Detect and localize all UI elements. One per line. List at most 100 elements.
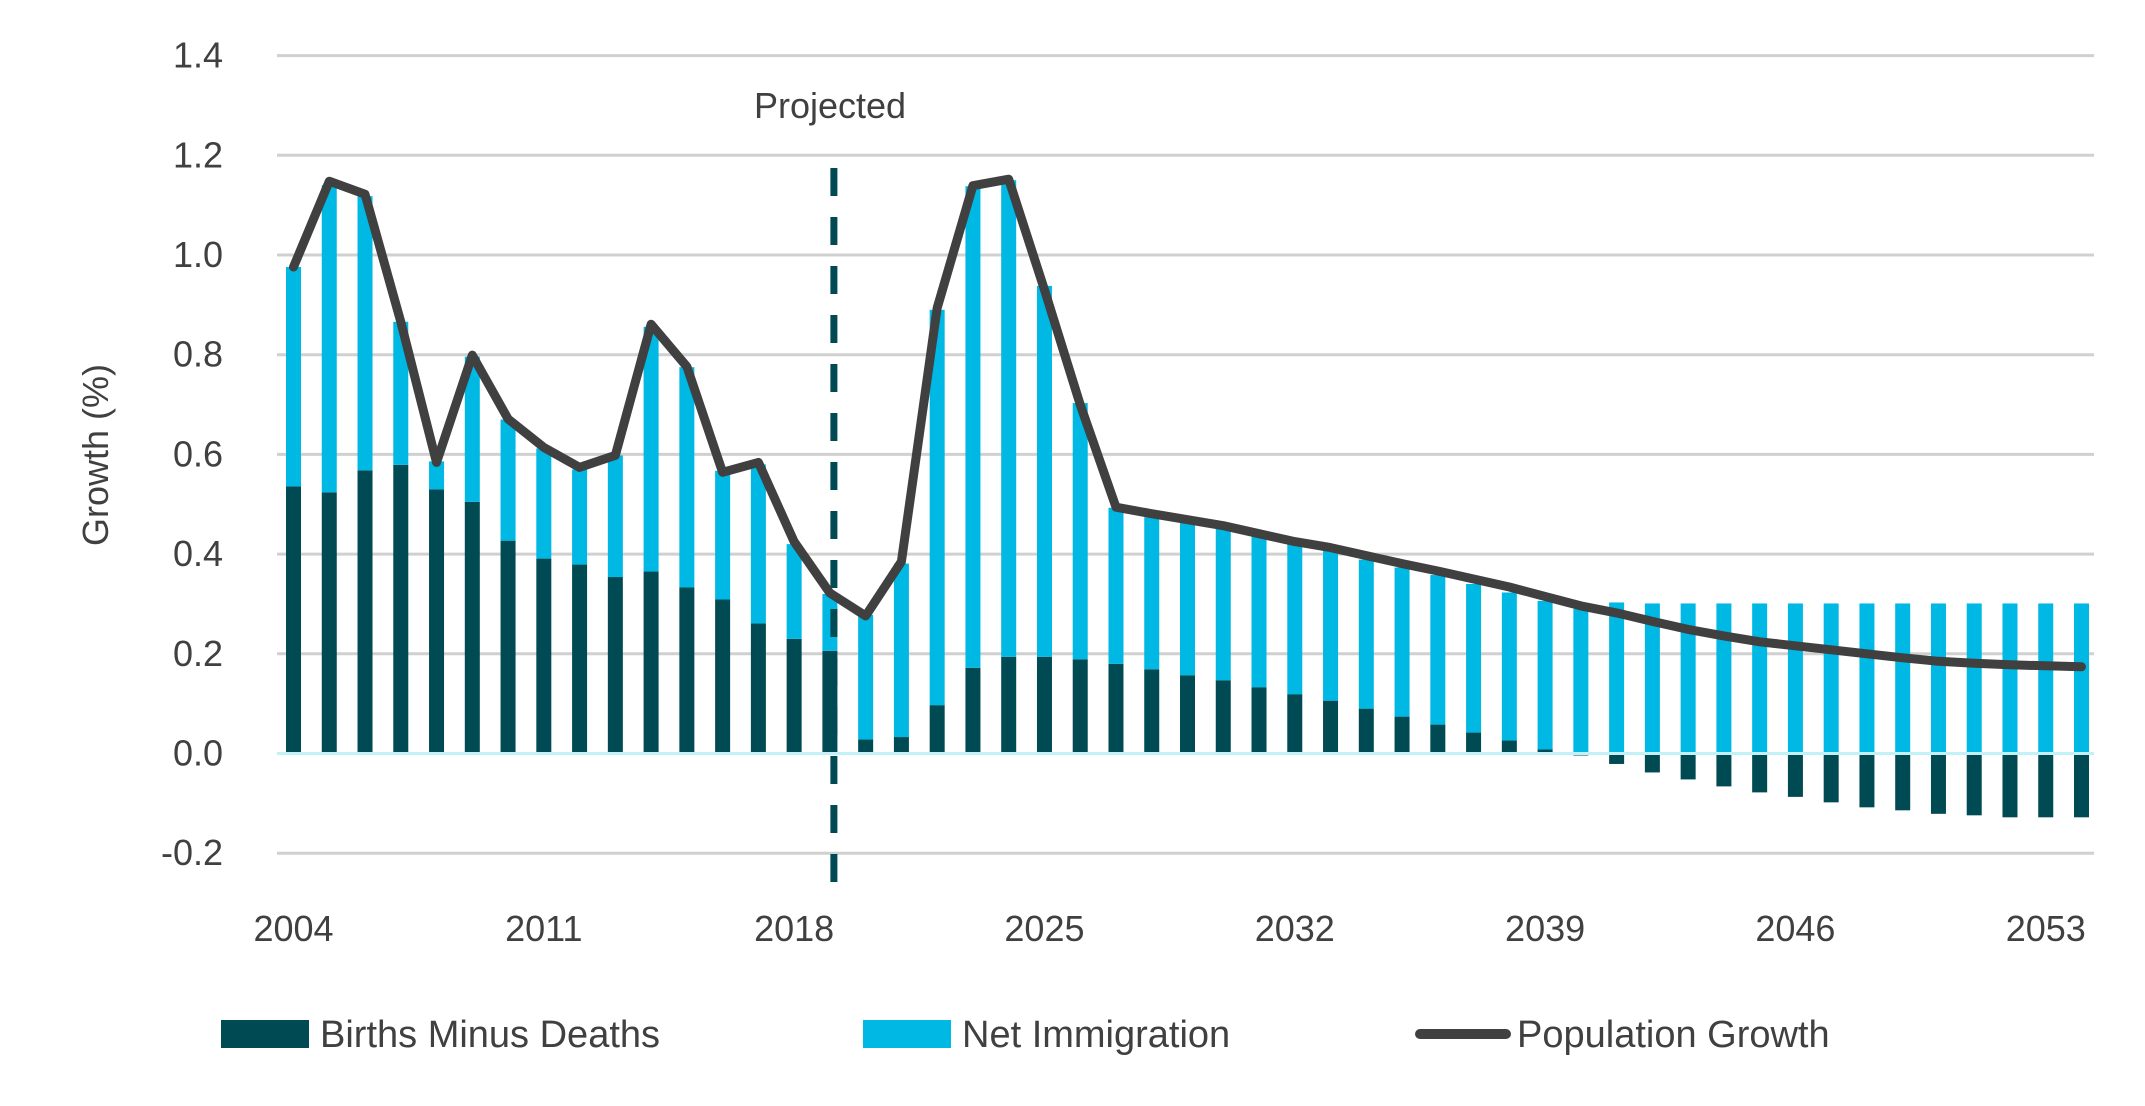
y-tick-label: 1.2 xyxy=(173,134,223,175)
bar-births-minus-deaths xyxy=(1644,753,1660,773)
bar-births-minus-deaths xyxy=(1180,675,1195,754)
bar-net-immigration xyxy=(464,356,480,502)
bar-net-immigration xyxy=(1108,507,1124,664)
bar-births-minus-deaths xyxy=(1680,753,1696,780)
bar-net-immigration xyxy=(1966,603,1982,754)
x-tick-label: 2046 xyxy=(1755,908,1835,949)
bar-births-minus-deaths xyxy=(1144,669,1160,754)
x-tick-label: 2032 xyxy=(1255,908,1335,949)
bar-births-minus-deaths xyxy=(929,705,945,754)
legend-label-population-growth: Population Growth xyxy=(1517,1014,1830,1056)
bar-births-minus-deaths xyxy=(786,638,802,754)
y-tick-label: 0.0 xyxy=(173,733,223,774)
legend-label-births-minus-deaths: Births Minus Deaths xyxy=(320,1014,660,1056)
bar-net-immigration xyxy=(1609,602,1625,754)
bar-births-minus-deaths xyxy=(1716,753,1732,787)
projected-label: Projected xyxy=(754,85,906,126)
bar-births-minus-deaths xyxy=(1930,753,1946,814)
bar-births-minus-deaths xyxy=(500,540,516,754)
bar-births-minus-deaths xyxy=(1895,753,1911,811)
bar-net-immigration xyxy=(786,544,802,639)
bar-net-immigration xyxy=(1716,603,1732,754)
bar-net-immigration xyxy=(1430,575,1446,725)
legend-swatch-births-minus-deaths xyxy=(221,1020,309,1048)
x-tick-label: 2004 xyxy=(253,908,333,949)
legend-item-population-growth: Population Growth xyxy=(1415,1014,1830,1056)
y-tick-label: 1.0 xyxy=(173,234,223,275)
bar-births-minus-deaths xyxy=(1072,659,1088,754)
bar-births-minus-deaths xyxy=(1108,663,1124,754)
bar-net-immigration xyxy=(1180,521,1195,676)
bar-births-minus-deaths xyxy=(965,667,981,754)
legend-item-net-immigration: Net Immigration xyxy=(863,1014,1230,1056)
legend-swatch-net-immigration xyxy=(863,1020,951,1048)
bar-births-minus-deaths xyxy=(1001,656,1017,754)
bar-births-minus-deaths xyxy=(321,492,337,754)
bar-births-minus-deaths xyxy=(715,599,731,754)
x-tick-label: 2025 xyxy=(1004,908,1084,949)
bar-net-immigration xyxy=(1144,517,1160,670)
bar-net-immigration xyxy=(893,563,909,738)
bar-net-immigration xyxy=(2074,603,2089,754)
bar-births-minus-deaths xyxy=(1537,749,1553,754)
legend-item-births-minus-deaths: Births Minus Deaths xyxy=(221,1014,660,1056)
population-growth-line xyxy=(289,174,2086,672)
bar-births-minus-deaths xyxy=(858,739,874,754)
bar-net-immigration xyxy=(1537,600,1553,750)
bar-net-immigration xyxy=(1036,285,1052,657)
bar-net-immigration xyxy=(2002,603,2018,754)
y-tick-label: 0.2 xyxy=(173,633,223,674)
bar-births-minus-deaths xyxy=(1215,680,1231,754)
bar-births-minus-deaths xyxy=(1358,708,1374,754)
bar-births-minus-deaths xyxy=(1036,656,1052,754)
x-tick-label: 2039 xyxy=(1505,908,1585,949)
bar-net-immigration xyxy=(965,186,981,668)
bar-net-immigration xyxy=(286,266,301,487)
bar-net-immigration xyxy=(1251,535,1267,688)
bar-net-immigration xyxy=(715,470,731,600)
bar-births-minus-deaths xyxy=(2074,753,2089,818)
bar-net-immigration xyxy=(679,367,695,588)
bar-births-minus-deaths xyxy=(1859,753,1875,808)
bar-net-immigration xyxy=(1644,603,1660,754)
bar-net-immigration xyxy=(1394,567,1410,717)
bar-net-immigration xyxy=(393,321,409,465)
bar-net-immigration xyxy=(1573,608,1589,754)
bar-net-immigration xyxy=(929,309,945,706)
bar-net-immigration xyxy=(1680,603,1696,754)
bar-births-minus-deaths xyxy=(464,501,480,754)
legend-label-net-immigration: Net Immigration xyxy=(962,1014,1230,1056)
y-tick-label: 0.8 xyxy=(173,334,223,375)
bar-net-immigration xyxy=(1001,180,1017,657)
y-tick-label: 0.6 xyxy=(173,433,223,474)
bar-births-minus-deaths xyxy=(1501,740,1517,754)
bar-births-minus-deaths xyxy=(1787,753,1803,797)
bar-net-immigration xyxy=(1072,403,1088,660)
bar-births-minus-deaths xyxy=(679,587,695,754)
x-axis-ticks: 2004 2011 2018 2025 2032 2039 2046 2053 xyxy=(253,908,2085,949)
bar-net-immigration xyxy=(1358,559,1374,709)
bar-net-immigration xyxy=(750,464,766,624)
bar-births-minus-deaths xyxy=(893,737,909,754)
bar-net-immigration xyxy=(1930,603,1946,754)
bar-net-immigration xyxy=(643,326,659,572)
bar-births-minus-deaths xyxy=(572,564,588,754)
bar-births-minus-deaths xyxy=(1466,732,1482,754)
y-axis-ticks: -0.2 0.0 0.2 0.4 0.6 0.8 1.0 1.2 1.4 xyxy=(161,35,223,874)
bar-births-minus-deaths xyxy=(1966,753,1982,816)
bar-births-minus-deaths xyxy=(607,577,623,754)
bar-net-immigration xyxy=(607,455,623,578)
bar-net-immigration xyxy=(536,448,552,559)
bar-net-immigration xyxy=(1752,603,1768,754)
bar-net-immigration xyxy=(321,185,337,493)
bar-net-immigration xyxy=(858,614,874,740)
bar-births-minus-deaths xyxy=(429,489,445,754)
bar-births-minus-deaths xyxy=(286,486,301,754)
y-tick-label: -0.2 xyxy=(161,832,223,873)
bar-births-minus-deaths xyxy=(2038,753,2054,818)
bar-births-minus-deaths xyxy=(1394,716,1410,754)
bar-births-minus-deaths xyxy=(643,571,659,754)
bar-net-immigration xyxy=(1323,550,1339,701)
x-tick-label: 2011 xyxy=(505,908,582,949)
